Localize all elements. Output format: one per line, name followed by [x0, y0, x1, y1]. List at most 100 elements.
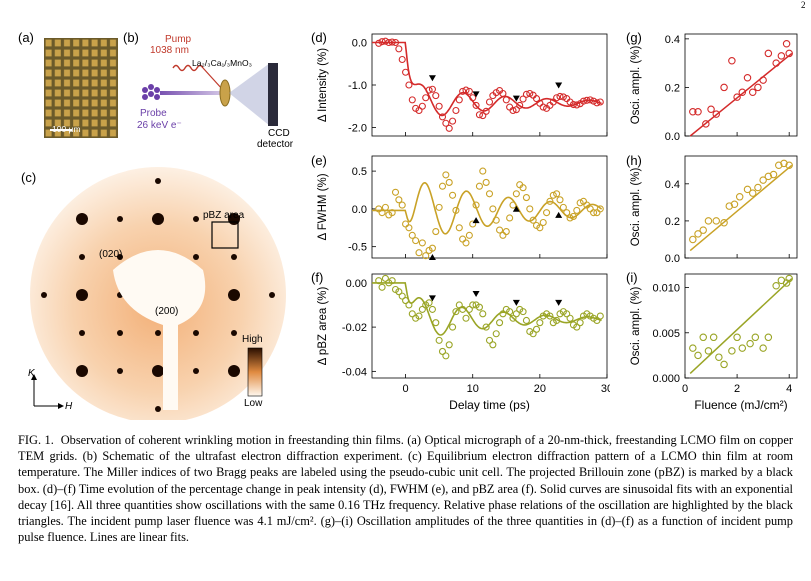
- data-point: [782, 39, 791, 48]
- bragg-spot: [76, 289, 88, 301]
- data-point: [479, 112, 487, 120]
- data-point: [702, 120, 710, 128]
- data-point: [428, 244, 436, 252]
- data-point: [712, 110, 721, 118]
- peak-label-200: (200): [155, 306, 179, 317]
- data-point: [566, 314, 574, 322]
- pump-wavelength: 1038 nm: [150, 45, 189, 56]
- data-point: [593, 99, 601, 107]
- data-point: [728, 56, 736, 65]
- data-point: [385, 38, 393, 47]
- data-point: [759, 76, 767, 84]
- data-point: [452, 106, 460, 115]
- data-point: [775, 161, 783, 170]
- x-tick-label: 0: [682, 383, 688, 395]
- y-tick-label: 0.0: [665, 253, 680, 265]
- data-point: [556, 196, 564, 204]
- data-point: [715, 353, 723, 361]
- phase-marker: [555, 82, 563, 89]
- data-point: [738, 88, 747, 97]
- data-point: [472, 201, 480, 209]
- data-point: [536, 224, 544, 232]
- data-point: [549, 98, 557, 106]
- data-point: [438, 113, 447, 121]
- data-point: [743, 73, 752, 82]
- bragg-spot: [152, 365, 164, 377]
- y-tick-label: 0.010: [652, 283, 680, 295]
- data-point: [445, 178, 453, 186]
- y-axis-label: Osci. ampl. (%): [630, 287, 642, 366]
- data-point: [506, 214, 514, 222]
- data-point: [455, 96, 463, 104]
- probe-beam: [160, 91, 222, 95]
- data-point: [435, 336, 443, 344]
- data-point: [462, 239, 470, 247]
- data-point: [452, 206, 460, 214]
- data-point: [509, 314, 517, 322]
- data-point: [694, 351, 702, 360]
- beam-block: [113, 250, 206, 410]
- y-tick-label: -0.5: [348, 242, 367, 254]
- data-point: [428, 85, 436, 93]
- bragg-spot: [155, 178, 161, 184]
- data-point: [751, 333, 760, 342]
- y-tick-label: 0.0: [352, 38, 367, 50]
- data-point: [754, 183, 762, 192]
- data-point: [576, 319, 584, 327]
- data-point: [532, 95, 541, 103]
- data-point: [777, 52, 786, 60]
- plot-frame: [371, 273, 608, 379]
- bragg-spot: [41, 292, 47, 298]
- data-point: [559, 203, 567, 211]
- micrograph-image: [44, 38, 118, 138]
- data-point: [459, 87, 467, 95]
- data-point: [438, 182, 447, 190]
- data-point: [465, 305, 473, 313]
- data-point: [529, 216, 537, 224]
- data-point: [553, 316, 561, 325]
- data-point: [583, 96, 591, 104]
- data-point: [764, 49, 773, 58]
- data-point: [479, 310, 487, 318]
- experiment-schematic: [142, 63, 278, 126]
- data-point: [499, 89, 507, 98]
- data-point: [428, 305, 436, 313]
- y-axis-label: Osci. ampl. (%): [630, 46, 642, 125]
- data-point: [378, 38, 386, 46]
- data-point: [754, 83, 762, 92]
- linear-fit: [689, 277, 793, 375]
- data-point: [694, 230, 702, 238]
- data-point: [418, 102, 426, 110]
- data-point: [546, 197, 554, 205]
- data-point: [590, 209, 598, 217]
- data-point: [704, 217, 713, 225]
- page-number: 2: [801, 0, 806, 10]
- data-point: [573, 101, 581, 109]
- y-tick-label: 0.2: [665, 216, 680, 228]
- panel-i-label: (i): [626, 270, 638, 285]
- y-axis-label: Δ Intensity (%): [317, 48, 329, 122]
- data-point: [579, 97, 588, 105]
- data-point: [442, 352, 450, 360]
- bragg-spot: [231, 254, 237, 260]
- data-point: [388, 277, 396, 285]
- data-point: [563, 209, 571, 217]
- data-point: [388, 38, 396, 46]
- y-tick-label: 0.5: [352, 166, 367, 178]
- panel-b-label: (b): [123, 30, 139, 45]
- data-point: [422, 94, 430, 102]
- figure-caption: FIG. 1. Observation of coherent wrinklin…: [18, 432, 793, 545]
- data-point: [378, 283, 386, 291]
- x-axis-label: Fluence (mJ/cm²): [694, 398, 787, 412]
- probe-label: Probe: [140, 108, 167, 119]
- y-tick-label: 0.0: [352, 204, 367, 216]
- x-tick-label: 10: [467, 383, 479, 395]
- data-point: [395, 288, 403, 296]
- data-point: [499, 231, 507, 239]
- panel-c-label: (c): [21, 170, 37, 185]
- y-tick-label: 0.005: [652, 328, 680, 340]
- data-point: [720, 219, 728, 227]
- chart-intensity: 0.0 -1.0 -2.0 Δ Intensity (%): [317, 33, 608, 137]
- data-point: [519, 308, 527, 316]
- data-point: [408, 231, 416, 239]
